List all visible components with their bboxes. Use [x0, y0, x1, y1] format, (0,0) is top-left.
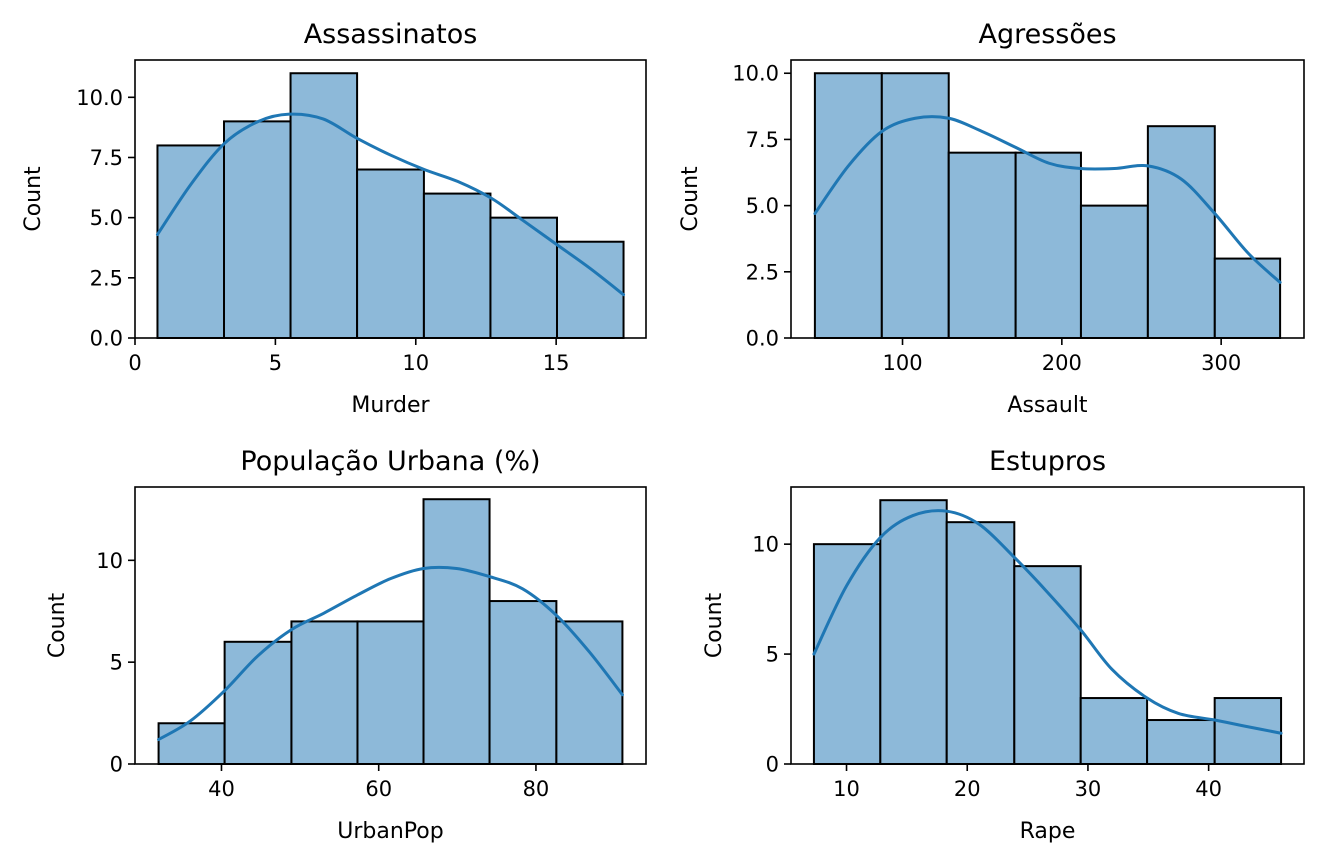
x-tick-label: 200: [1042, 351, 1082, 375]
kde-line: [813, 115, 1282, 284]
y-tick-label: 2.5: [746, 260, 779, 284]
subplot-title: Assassinatos: [304, 19, 478, 50]
histogram-bar: [489, 216, 558, 340]
histogram-bar: [488, 600, 558, 766]
x-axis-label: UrbanPop: [337, 819, 443, 844]
x-tick-label: 0: [128, 351, 141, 375]
y-tick-label: 5.0: [90, 206, 123, 230]
subplot-grid: 0 5 10 15 0.0 2.5 5.0 7.5 10.0 Assassinatos Murder…: [21, 19, 1305, 844]
histogram-bar: [812, 543, 882, 766]
x-axis-label: Murder: [351, 393, 430, 418]
y-tick-label: 5: [766, 643, 779, 667]
subplot-1: 0 5 10 15 0.0 2.5 5.0 7.5 10.0 Assassinatos Murder…: [21, 19, 647, 418]
y-axis-label: Count: [702, 592, 727, 658]
histogram-bar: [1213, 257, 1282, 340]
y-tick-label: 7.5: [90, 146, 123, 170]
subplot-title: Agressões: [978, 19, 1116, 50]
y-tick-label: 5.0: [746, 194, 779, 218]
y-tick-label: 0: [110, 753, 123, 777]
x-tick-label: 5: [269, 351, 282, 375]
y-axis-label: Count: [21, 166, 46, 232]
y-tick-label: 0: [766, 753, 779, 777]
histogram-bar: [290, 620, 359, 765]
histogram-bar: [1013, 565, 1082, 766]
subplot-title: População Urbana (%): [240, 446, 540, 477]
y-tick-label: 10: [752, 533, 779, 557]
plot-frame: [790, 486, 1305, 765]
y-tick-label: 7.5: [746, 128, 779, 152]
plot-frame: [134, 486, 647, 765]
histogram-bar: [156, 144, 226, 339]
histogram-bar: [157, 722, 226, 766]
subplot-2: 100 200 300 0.0 2.5 5.0 7.5 10.0 Agressões Assaul…: [678, 19, 1305, 418]
histogram-bar: [1146, 719, 1216, 765]
histogram-bar: [880, 72, 950, 339]
histogram-bar: [555, 240, 625, 339]
histogram-bar: [223, 640, 293, 766]
histogram-bar: [223, 120, 292, 340]
y-tick-label: 2.5: [90, 266, 123, 290]
histogram-bar: [422, 192, 492, 339]
y-tick-label: 10.0: [76, 86, 123, 110]
x-tick-label: 60: [365, 777, 392, 801]
histogram-bar: [1079, 204, 1149, 339]
histogram-bar: [289, 72, 359, 339]
x-axis-label: Rape: [1020, 819, 1076, 844]
subplot-4: 10 20 30 40 0 5 10 Estupros Rape Count: [702, 446, 1305, 844]
y-tick-label: 10.0: [732, 62, 779, 86]
x-tick-label: 40: [208, 777, 235, 801]
subplot-title: Estupros: [989, 446, 1106, 477]
y-tick-label: 0.0: [90, 327, 123, 351]
histogram-bar: [422, 498, 491, 765]
kde-line: [812, 509, 1283, 735]
y-tick-label: 0.0: [746, 327, 779, 351]
x-tick-label: 80: [523, 777, 550, 801]
x-tick-label: 15: [543, 351, 570, 375]
x-tick-label: 100: [882, 351, 922, 375]
subplot-3: 40 60 80 0 5 10 População Urbana (%) UrbanPop Co…: [45, 446, 647, 844]
histogram-bar: [947, 151, 1017, 339]
y-tick-label: 5: [110, 651, 123, 675]
histogram-bar: [813, 72, 883, 339]
histogram-bar: [356, 620, 425, 765]
x-tick-label: 300: [1201, 351, 1241, 375]
x-tick-label: 20: [954, 777, 981, 801]
y-tick-label: 10: [96, 549, 123, 573]
x-tick-label: 10: [833, 777, 860, 801]
plot-frame: [790, 59, 1305, 339]
x-tick-label: 40: [1195, 777, 1222, 801]
histogram-bar: [879, 499, 948, 765]
x-tick-label: 10: [402, 351, 429, 375]
histogram-bar: [1079, 697, 1149, 765]
histogram-bar: [945, 521, 1016, 766]
histogram-bar: [1014, 151, 1082, 339]
kde-line: [157, 565, 624, 742]
histogram-bar: [1146, 125, 1216, 339]
histogram-bar: [555, 620, 624, 765]
histogram-bar: [356, 168, 425, 339]
kde-line: [155, 112, 626, 297]
x-axis-label: Assault: [1007, 393, 1088, 418]
x-tick-label: 30: [1075, 777, 1102, 801]
y-axis-label: Count: [678, 166, 703, 232]
y-axis-label: Count: [45, 592, 70, 658]
plot-frame: [134, 59, 647, 339]
